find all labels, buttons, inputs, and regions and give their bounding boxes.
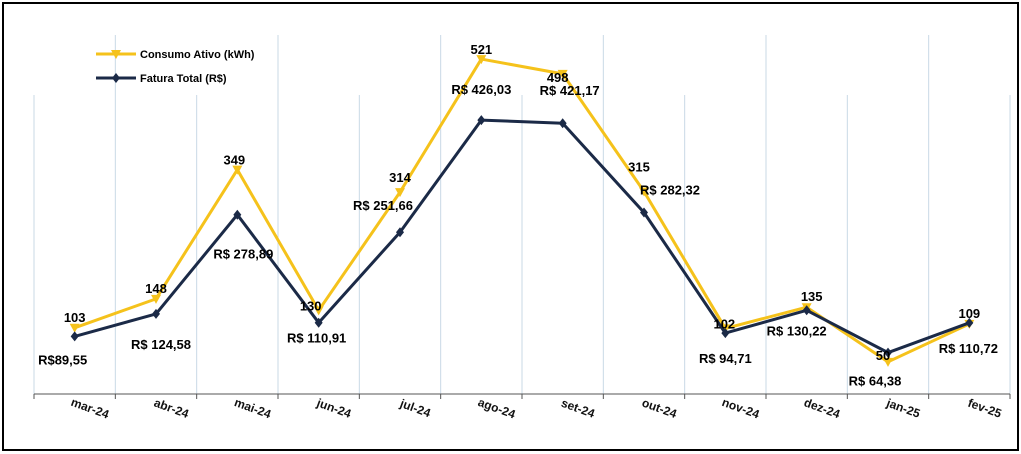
point-marker <box>396 227 404 238</box>
legend-marker <box>111 50 121 59</box>
data-label: R$ 124,58 <box>131 337 191 352</box>
point-marker <box>152 308 160 319</box>
data-label: R$ 426,03 <box>451 82 511 97</box>
data-label: 315 <box>628 160 650 175</box>
legend-label: Consumo Ativo (kWh) <box>140 49 255 61</box>
point-marker <box>721 328 730 339</box>
data-label: 102 <box>713 316 735 331</box>
data-label: 498 <box>547 70 569 85</box>
data-label: R$ 421,17 <box>540 83 600 98</box>
data-label: R$ 130,22 <box>767 323 827 338</box>
data-label: 521 <box>470 42 492 57</box>
data-label: R$ 282,32 <box>640 183 700 198</box>
point-marker <box>69 323 80 333</box>
data-label: 148 <box>145 281 167 296</box>
point-marker <box>884 347 892 358</box>
data-label: 314 <box>389 170 411 185</box>
data-label: R$ 278,89 <box>213 247 273 262</box>
data-label: R$ 94,71 <box>699 351 752 366</box>
point-marker <box>314 317 323 328</box>
legend-marker <box>112 73 120 83</box>
point-marker <box>802 305 811 316</box>
point-marker <box>233 209 242 220</box>
series-line-1 <box>74 118 970 355</box>
data-label: R$ 110,72 <box>939 341 998 356</box>
data-label: 109 <box>958 306 980 321</box>
data-label: R$ 64,38 <box>849 374 902 389</box>
point-marker <box>558 118 567 129</box>
point-marker <box>70 331 79 342</box>
data-label: 349 <box>223 153 245 168</box>
data-label: R$ 251,66 <box>353 198 413 213</box>
point-marker <box>477 115 486 126</box>
point-marker <box>965 317 974 328</box>
data-label: 50 <box>876 348 890 363</box>
data-label: R$ 110,91 <box>287 331 346 346</box>
legend-label: Fatura Total (R$) <box>140 73 227 85</box>
data-label: 135 <box>801 289 823 304</box>
data-label: 103 <box>64 310 86 325</box>
data-label: R$89,55 <box>38 352 87 367</box>
point-marker <box>313 306 324 316</box>
point-marker <box>640 207 648 218</box>
point-marker <box>151 294 161 304</box>
point-marker <box>232 165 243 175</box>
point-marker <box>395 188 405 198</box>
point-marker <box>883 357 893 367</box>
data-label: 130 <box>300 298 322 313</box>
point-marker <box>639 187 649 197</box>
point-marker <box>557 69 568 79</box>
point-marker <box>476 55 487 65</box>
